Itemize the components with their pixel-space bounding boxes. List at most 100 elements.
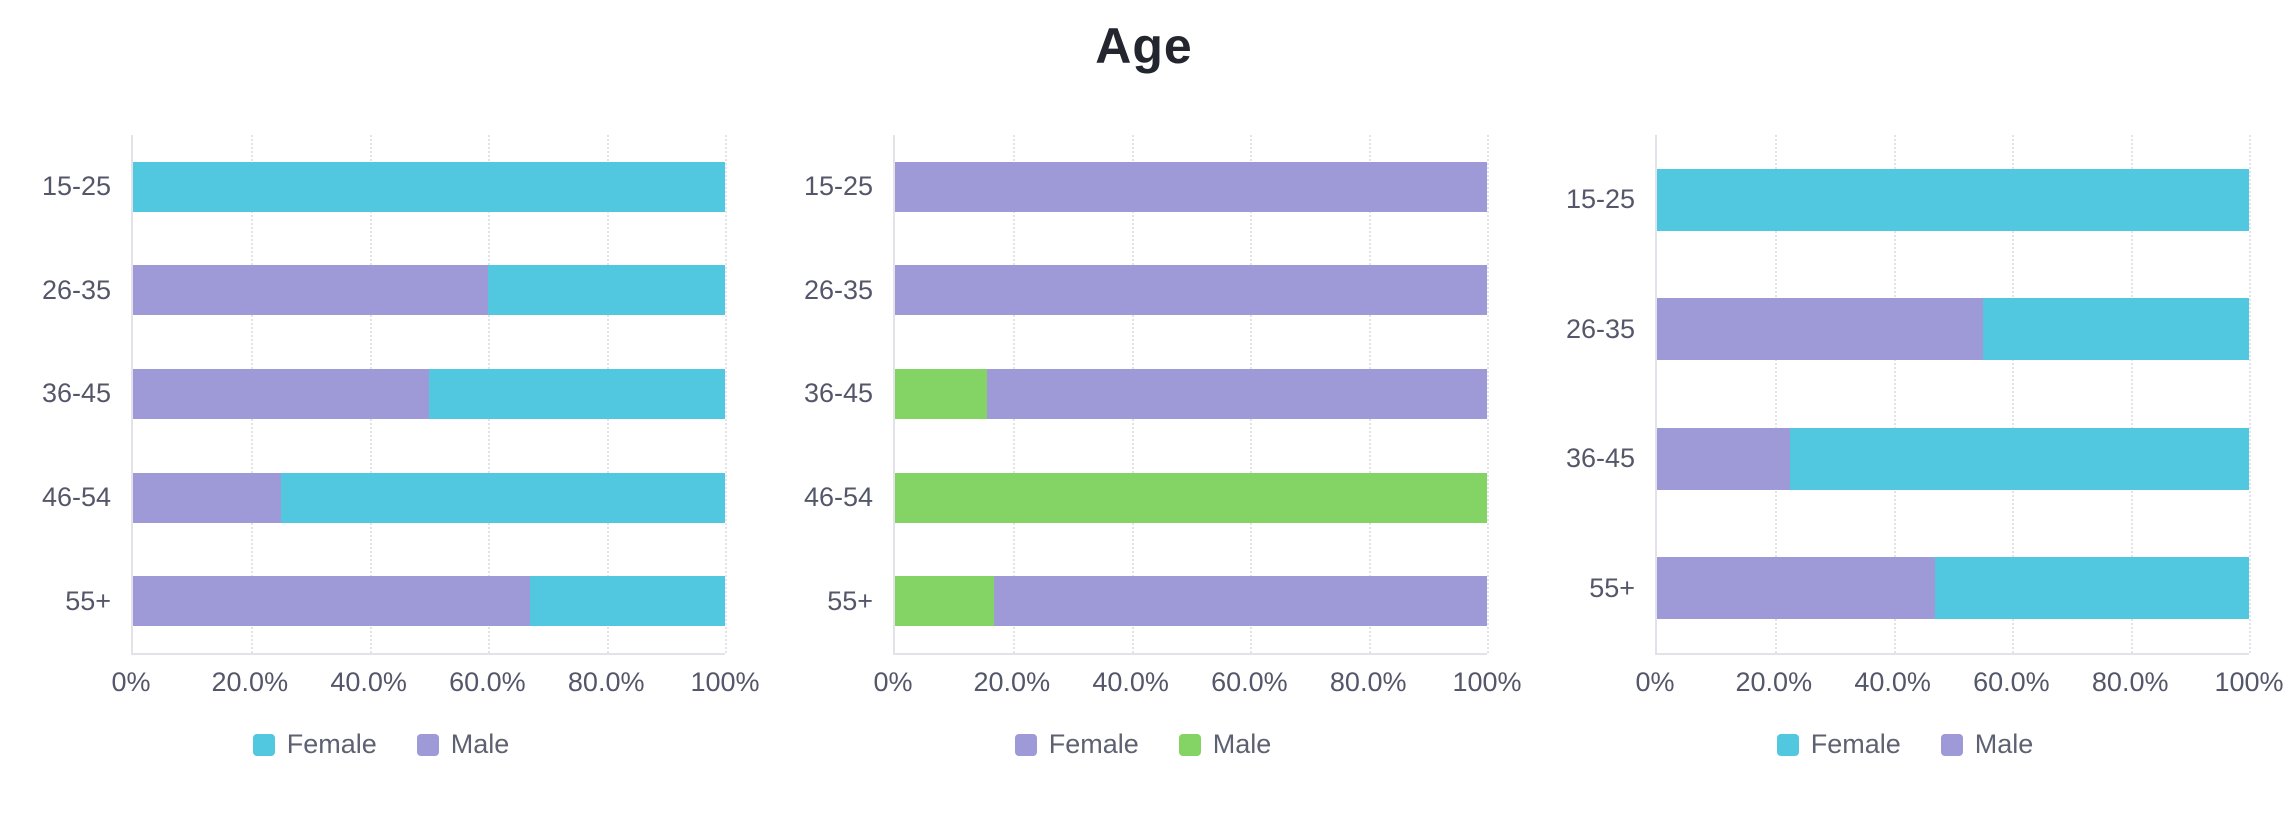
x-tick-label: 0% xyxy=(1635,667,1675,697)
bar-row: 15-25 xyxy=(1566,135,2249,265)
x-tick-label: 20.0% xyxy=(211,667,289,697)
legend-item-male[interactable]: Male xyxy=(1940,729,2034,760)
category-label: 26-35 xyxy=(803,274,873,305)
bar-row: 26-35 xyxy=(42,239,725,343)
category-label: 36-45 xyxy=(41,378,111,409)
plot-area: 15-25 26-35 36-45 46-54 55+ xyxy=(804,135,1489,655)
bar-track xyxy=(895,161,1487,212)
legend-label: Female xyxy=(1048,729,1139,759)
bar-row: 55+ xyxy=(827,549,1487,653)
category-label: 36-45 xyxy=(1565,443,1635,474)
bar-segment-female[interactable] xyxy=(529,576,725,627)
bar-segment-male[interactable] xyxy=(895,472,1487,523)
legend-label: Male xyxy=(1212,729,1272,759)
bar-track xyxy=(1657,298,2249,361)
bar-segment-male[interactable] xyxy=(133,472,281,523)
bar-row: 15-25 xyxy=(804,135,1487,239)
legend-swatch xyxy=(1014,733,1037,756)
x-tick-label: 80.0% xyxy=(2091,667,2169,697)
bar-segment-female[interactable] xyxy=(987,368,1487,419)
legend-swatch xyxy=(416,733,439,756)
bar-segment-female[interactable] xyxy=(1935,557,2249,620)
legend-swatch xyxy=(1776,733,1799,756)
bar-segment-female[interactable] xyxy=(281,472,725,523)
x-tick-label: 80.0% xyxy=(1329,667,1407,697)
x-tick-label: 60.0% xyxy=(449,667,526,697)
x-tick-label: 40.0% xyxy=(330,667,407,697)
bar-segment-female[interactable] xyxy=(488,265,725,316)
legend: Female Male xyxy=(1524,729,2286,760)
bar-segment-male[interactable] xyxy=(1657,557,1936,620)
legend: Female Male xyxy=(762,729,1524,760)
page-title: Age xyxy=(1095,18,1193,74)
legend-label: Male xyxy=(1974,729,2034,759)
legend-swatch xyxy=(1178,733,1201,756)
bar-segment-female[interactable] xyxy=(133,161,725,212)
bar-track xyxy=(1657,557,2249,620)
x-tick-label: 40.0% xyxy=(1092,667,1169,697)
legend-item-female[interactable]: Female xyxy=(252,729,377,760)
bar-segment-male[interactable] xyxy=(895,576,994,627)
x-tick-label: 60.0% xyxy=(1973,667,2050,697)
gridline xyxy=(2012,135,2015,653)
legend-label: Female xyxy=(286,729,377,759)
gridline xyxy=(1775,135,1778,653)
bar-segment-female[interactable] xyxy=(429,368,725,419)
plot-area: 15-25 26-35 36-45 55+ xyxy=(1566,135,2251,655)
bar-row: 46-54 xyxy=(42,446,725,550)
category-label: 15-25 xyxy=(1565,184,1635,215)
x-tick-label: 60.0% xyxy=(1211,667,1288,697)
bar-segment-female[interactable] xyxy=(1657,168,2249,231)
legend: Female Male xyxy=(0,729,762,760)
bar-track xyxy=(133,161,725,212)
bar-row: 36-45 xyxy=(804,342,1487,446)
bar-segment-female[interactable] xyxy=(1789,427,2249,490)
bar-row: 26-35 xyxy=(1566,265,2249,395)
x-tick-label: 100% xyxy=(690,667,760,697)
age-chart-middle: 15-25 26-35 36-45 46-54 55+ 0% 20.0% 40.0% 60.0%… xyxy=(762,135,1524,760)
bar-segment-female[interactable] xyxy=(1982,298,2249,361)
bar-row: 55+ xyxy=(1589,524,2249,654)
bar-track xyxy=(133,368,725,419)
gridline xyxy=(2130,135,2133,653)
legend-swatch xyxy=(252,733,275,756)
x-tick-label: 20.0% xyxy=(1735,667,1813,697)
age-chart-right: 15-25 26-35 36-45 55+ 0% 20.0% 40.0% 60.0% 80.0%… xyxy=(1524,135,2286,760)
bar-segment-female[interactable] xyxy=(895,161,1487,212)
x-tick-label: 80.0% xyxy=(567,667,645,697)
bar-segment-female[interactable] xyxy=(993,576,1487,627)
bar-track xyxy=(895,265,1487,316)
charts-row: 15-25 26-35 36-45 46-54 55+ 0% 20.0% 40.0% 60.0%… xyxy=(0,135,2288,760)
age-chart-left: 15-25 26-35 36-45 46-54 55+ 0% 20.0% 40.0% 60.0%… xyxy=(0,135,762,760)
bar-segment-female[interactable] xyxy=(895,265,1487,316)
bar-segment-male[interactable] xyxy=(133,368,429,419)
category-label: 15-25 xyxy=(41,171,111,202)
x-tick-label: 0% xyxy=(873,667,913,697)
bar-track xyxy=(133,576,725,627)
category-label: 15-25 xyxy=(803,171,873,202)
bar-row: 15-25 xyxy=(42,135,725,239)
gridline xyxy=(1893,135,1896,653)
bar-segment-male[interactable] xyxy=(1657,427,1790,490)
category-label: 46-54 xyxy=(803,482,873,513)
bar-track xyxy=(895,576,1487,627)
gridline xyxy=(1487,135,1489,653)
bar-track xyxy=(1657,427,2249,490)
bar-segment-male[interactable] xyxy=(895,368,988,419)
bar-row: 55+ xyxy=(65,549,725,653)
bar-track xyxy=(133,472,725,523)
category-label: 55+ xyxy=(827,585,873,616)
legend-item-female[interactable]: Female xyxy=(1014,729,1139,760)
legend-item-male[interactable]: Male xyxy=(416,729,509,760)
plot-area: 15-25 26-35 36-45 46-54 55+ xyxy=(42,135,727,655)
legend-swatch xyxy=(1940,733,1963,756)
legend-label: Female xyxy=(1810,729,1901,759)
category-label: 46-54 xyxy=(41,482,111,513)
age-dashboard: Age 15-25 26-35 36-45 46-54 55+ 0% 20.0% 40.0% 6… xyxy=(0,18,2288,760)
x-axis: 0% 20.0% 40.0% 60.0% 80.0% 100% xyxy=(1635,667,2283,707)
legend-item-female[interactable]: Female xyxy=(1776,729,1901,760)
bar-segment-male[interactable] xyxy=(1657,298,1983,361)
bar-segment-male[interactable] xyxy=(133,265,489,316)
legend-item-male[interactable]: Male xyxy=(1178,729,1272,760)
bar-segment-male[interactable] xyxy=(133,576,530,627)
